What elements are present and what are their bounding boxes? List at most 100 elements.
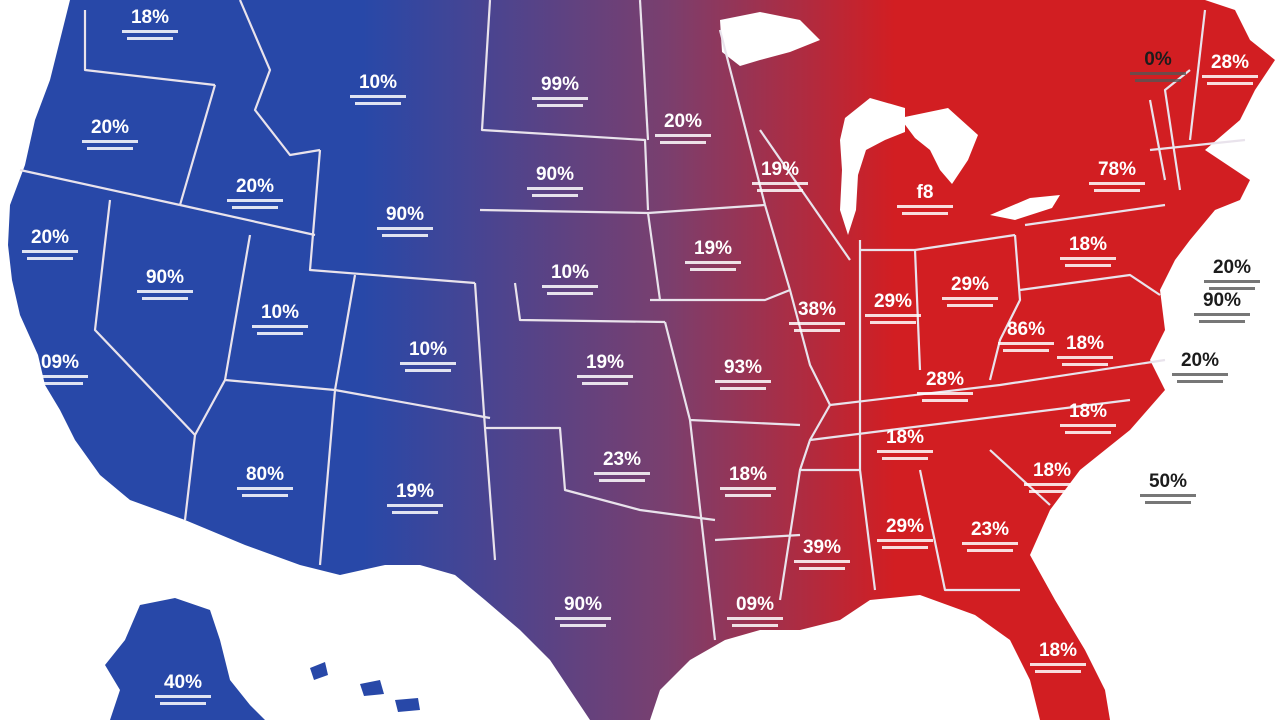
label-fine-print [1177, 380, 1223, 383]
label-fine-print [922, 399, 968, 402]
state-label-ca-north: 20% [31, 227, 69, 248]
label-fine-print [1204, 280, 1260, 283]
label-fine-print [160, 702, 206, 705]
state-label-la: 09% [736, 594, 774, 615]
label-fine-print [1065, 431, 1111, 434]
state-label-nm: 19% [396, 481, 434, 502]
label-fine-print [794, 560, 850, 563]
label-fine-print [1145, 501, 1191, 504]
state-label-co: 10% [409, 339, 447, 360]
state-label-nj: 20% [1213, 257, 1251, 278]
contiguous-us-landmass [8, 0, 1275, 720]
label-fine-print [917, 392, 973, 395]
state-label-ks: 19% [586, 352, 624, 373]
label-fine-print [877, 539, 933, 542]
label-fine-print [1060, 424, 1116, 427]
state-label-al: 29% [886, 516, 924, 537]
label-fine-print [789, 322, 845, 325]
label-fine-print [942, 297, 998, 300]
label-fine-print [1029, 490, 1075, 493]
label-fine-print [377, 227, 433, 230]
state-label-mt: 10% [359, 72, 397, 93]
state-label-nv: 90% [146, 267, 184, 288]
label-fine-print [962, 542, 1018, 545]
label-fine-print [382, 234, 428, 237]
label-fine-print [1057, 356, 1113, 359]
state-label-il: 38% [798, 299, 836, 320]
label-fine-print [685, 261, 741, 264]
alaska-island [310, 662, 328, 680]
label-fine-print [794, 329, 840, 332]
state-label-mo: 93% [724, 357, 762, 378]
label-fine-print [1065, 264, 1111, 267]
label-fine-print [998, 342, 1054, 345]
gulf-coast-bay [845, 615, 1005, 720]
label-fine-print [1202, 75, 1258, 78]
state-label-ok: 23% [603, 449, 641, 470]
label-fine-print [27, 257, 73, 260]
state-label-me: 28% [1211, 52, 1249, 73]
label-fine-print [537, 104, 583, 107]
label-fine-print [799, 567, 845, 570]
label-fine-print [882, 546, 928, 549]
label-fine-print [32, 375, 88, 378]
label-fine-print [660, 141, 706, 144]
label-fine-print [1035, 670, 1081, 673]
state-label-ca-south: 09% [41, 352, 79, 373]
state-label-fl: 18% [1039, 640, 1077, 661]
label-fine-print [902, 212, 948, 215]
label-fine-print [752, 182, 808, 185]
label-fine-print [877, 450, 933, 453]
lake-huron [900, 108, 978, 184]
state-label-ia: 19% [694, 238, 732, 259]
label-fine-print [1135, 79, 1181, 82]
state-label-wa: 18% [131, 7, 169, 28]
label-fine-print [1024, 483, 1080, 486]
label-fine-print [527, 187, 583, 190]
state-label-ne: 10% [551, 262, 589, 283]
state-label-va: 18% [1066, 333, 1104, 354]
state-label-in: 29% [874, 291, 912, 312]
label-fine-print [727, 617, 783, 620]
lake-michigan [840, 98, 905, 235]
label-fine-print [720, 387, 766, 390]
state-label-oh: 29% [951, 274, 989, 295]
label-fine-print [1062, 363, 1108, 366]
label-fine-print [1003, 349, 1049, 352]
label-fine-print [350, 95, 406, 98]
label-fine-print [355, 102, 401, 105]
label-fine-print [387, 504, 443, 507]
label-fine-print [1209, 287, 1255, 290]
state-label-wy: 90% [386, 204, 424, 225]
label-fine-print [757, 189, 803, 192]
state-label-pa: 18% [1069, 234, 1107, 255]
alaska-island [360, 680, 384, 696]
state-label-ky: 28% [926, 369, 964, 390]
state-label-ga: 23% [971, 519, 1009, 540]
label-fine-print [155, 695, 211, 698]
label-fine-print [732, 624, 778, 627]
label-fine-print [400, 362, 456, 365]
label-fine-print [1130, 72, 1186, 75]
label-fine-print [1207, 82, 1253, 85]
state-label-nd: 99% [541, 74, 579, 95]
label-fine-print [1089, 182, 1145, 185]
label-fine-print [137, 290, 193, 293]
label-fine-print [967, 549, 1013, 552]
state-label-ne-coast-1: 0% [1144, 49, 1172, 70]
label-fine-print [237, 487, 293, 490]
label-fine-print [532, 194, 578, 197]
outside-labels: 0% 20% 90% 20% 50% [1130, 49, 1260, 504]
label-fine-print [947, 304, 993, 307]
label-fine-print [232, 206, 278, 209]
state-label-atlantic: 50% [1149, 471, 1187, 492]
state-label-or: 20% [91, 117, 129, 138]
state-label-mn: 20% [664, 111, 702, 132]
label-fine-print [594, 472, 650, 475]
label-fine-print [532, 97, 588, 100]
label-fine-print [725, 494, 771, 497]
label-fine-print [37, 382, 83, 385]
label-fine-print [257, 332, 303, 335]
state-label-ut: 10% [261, 302, 299, 323]
label-fine-print [560, 624, 606, 627]
